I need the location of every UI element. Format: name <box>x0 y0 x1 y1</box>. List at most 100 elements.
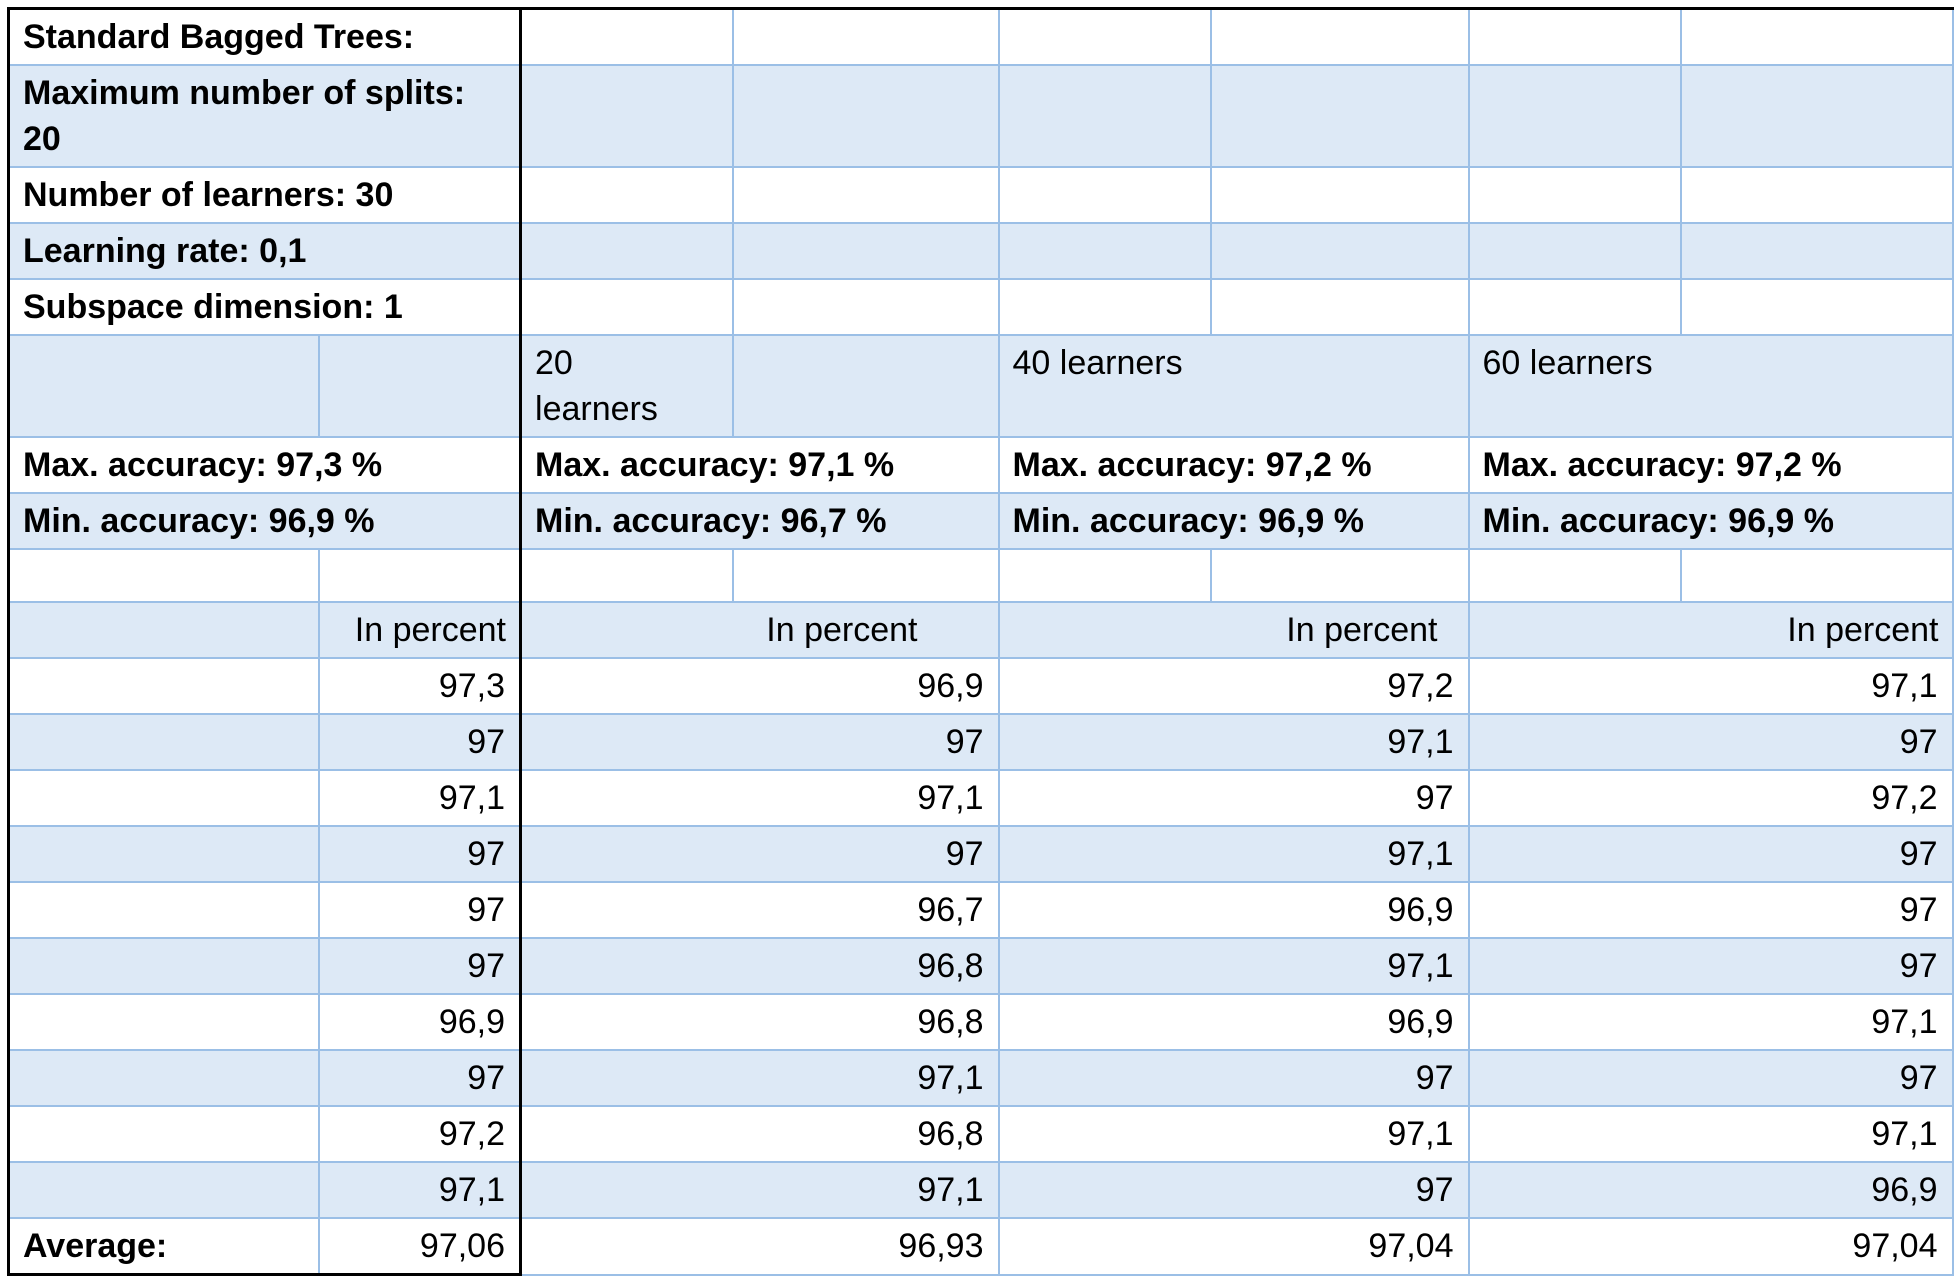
empty-cell[interactable] <box>731 7 1000 66</box>
empty-cell[interactable] <box>731 222 1000 280</box>
empty-cell[interactable] <box>1209 7 1470 66</box>
empty-cell[interactable] <box>1467 7 1682 66</box>
empty-cell[interactable] <box>1209 64 1470 168</box>
group-label-cell[interactable]: 60 learners <box>1467 334 1954 438</box>
value-cell: 96,8 <box>519 1105 1000 1163</box>
value-cell: 97,1 <box>997 713 1470 771</box>
value-cell: 97,1 <box>1467 1105 1954 1163</box>
empty-cell[interactable] <box>7 769 320 827</box>
value-cell: 97,1 <box>519 1161 1000 1219</box>
empty-cell[interactable] <box>1467 278 1682 336</box>
value-cell: 97 <box>997 1049 1470 1107</box>
unit-header: In percent <box>1467 601 1954 659</box>
table-title: Standard Bagged Trees: <box>6 7 523 66</box>
min-accuracy-cell: Min. accuracy: 96,9 % <box>997 492 1470 550</box>
table-row: 97,2 96,8 97,1 97,1 <box>7 1105 1954 1163</box>
value-cell: 97,2 <box>997 657 1470 715</box>
num-learners-label: Number of learners: 30 <box>6 166 523 224</box>
empty-cell[interactable] <box>7 657 320 715</box>
empty-cell[interactable] <box>997 166 1212 224</box>
value-cell: 97 <box>1467 881 1954 939</box>
empty-cell[interactable] <box>731 548 1000 603</box>
group-label-cell[interactable]: 40 learners <box>997 334 1470 438</box>
empty-cell[interactable] <box>519 64 734 168</box>
max-splits-label: Maximum number of splits: 20 <box>6 64 523 168</box>
min-accuracy-cell: Min. accuracy: 96,9 % <box>6 492 523 550</box>
value-cell: 97,2 <box>1467 769 1954 827</box>
unit-header: In percent <box>317 601 523 659</box>
value-cell: 97 <box>317 881 523 939</box>
empty-cell[interactable] <box>1467 548 1682 603</box>
value-cell: 97,1 <box>519 1049 1000 1107</box>
empty-cell[interactable] <box>519 166 734 224</box>
average-row: Average: 97,06 96,93 97,04 97,04 <box>7 1217 1954 1276</box>
empty-cell[interactable] <box>1679 278 1954 336</box>
average-value: 96,93 <box>519 1217 1000 1276</box>
min-accuracy-cell: Min. accuracy: 96,9 % <box>1467 492 1954 550</box>
unit-header-row: In percent In percent In percent In perc… <box>7 601 1954 659</box>
empty-cell[interactable] <box>1209 278 1470 336</box>
value-cell: 97,1 <box>997 1105 1470 1163</box>
empty-cell[interactable] <box>7 937 320 995</box>
value-cell: 97 <box>1467 825 1954 883</box>
average-value: 97,04 <box>997 1217 1470 1276</box>
average-label: Average: <box>7 1217 320 1276</box>
value-cell: 97,1 <box>519 769 1000 827</box>
empty-cell[interactable] <box>1467 166 1682 224</box>
empty-cell[interactable] <box>519 548 734 603</box>
spacer-row <box>7 548 1954 603</box>
empty-cell[interactable] <box>317 334 523 438</box>
empty-cell[interactable] <box>731 278 1000 336</box>
empty-cell[interactable] <box>1209 548 1470 603</box>
empty-cell[interactable] <box>1679 222 1954 280</box>
empty-cell[interactable] <box>7 825 320 883</box>
empty-cell[interactable] <box>1467 64 1682 168</box>
value-cell: 97,2 <box>317 1105 523 1163</box>
max-accuracy-cell: Max. accuracy: 97,2 % <box>1467 436 1954 494</box>
empty-cell[interactable] <box>1209 222 1470 280</box>
empty-cell[interactable] <box>997 548 1212 603</box>
empty-cell[interactable] <box>317 548 523 603</box>
empty-cell[interactable] <box>7 1049 320 1107</box>
table-row: 97 96,7 96,9 97 <box>7 881 1954 939</box>
table-row: 97 96,8 97,1 97 <box>7 937 1954 995</box>
empty-cell[interactable] <box>731 334 1000 438</box>
empty-cell[interactable] <box>1679 166 1954 224</box>
empty-cell[interactable] <box>731 64 1000 168</box>
max-accuracy-cell: Max. accuracy: 97,2 % <box>997 436 1470 494</box>
table-row: 97 97,1 97 97 <box>7 1049 1954 1107</box>
value-cell: 97 <box>997 769 1470 827</box>
empty-cell[interactable] <box>1679 548 1954 603</box>
empty-cell[interactable] <box>997 7 1212 66</box>
empty-cell[interactable] <box>731 166 1000 224</box>
empty-cell[interactable] <box>519 278 734 336</box>
value-cell: 97,1 <box>317 769 523 827</box>
empty-cell[interactable] <box>7 881 320 939</box>
group-label-cell[interactable] <box>7 334 320 438</box>
empty-cell[interactable] <box>7 1161 320 1219</box>
table-row: 96,9 96,8 96,9 97,1 <box>7 993 1954 1051</box>
empty-cell[interactable] <box>1679 7 1954 66</box>
empty-cell[interactable] <box>1679 64 1954 168</box>
table-row: 97,1 97,1 97 97,2 <box>7 769 1954 827</box>
empty-cell[interactable] <box>519 222 734 280</box>
value-cell: 96,9 <box>519 657 1000 715</box>
empty-cell[interactable] <box>7 548 320 603</box>
empty-cell[interactable] <box>7 601 320 659</box>
max-accuracy-row: Max. accuracy: 97,3 % Max. accuracy: 97,… <box>6 436 1954 494</box>
empty-cell[interactable] <box>1209 166 1470 224</box>
group-label-cell[interactable]: 20 learners <box>519 334 734 438</box>
empty-cell[interactable] <box>519 7 734 66</box>
empty-cell[interactable] <box>997 222 1212 280</box>
empty-cell[interactable] <box>1467 222 1682 280</box>
value-cell: 97 <box>1467 937 1954 995</box>
learning-rate-label: Learning rate: 0,1 <box>6 222 523 280</box>
empty-cell[interactable] <box>7 1105 320 1163</box>
empty-cell[interactable] <box>997 64 1212 168</box>
empty-cell[interactable] <box>7 713 320 771</box>
value-cell: 97 <box>317 825 523 883</box>
empty-cell[interactable] <box>997 278 1212 336</box>
value-cell: 97,1 <box>997 937 1470 995</box>
subspace-label: Subspace dimension: 1 <box>6 278 523 336</box>
empty-cell[interactable] <box>7 993 320 1051</box>
